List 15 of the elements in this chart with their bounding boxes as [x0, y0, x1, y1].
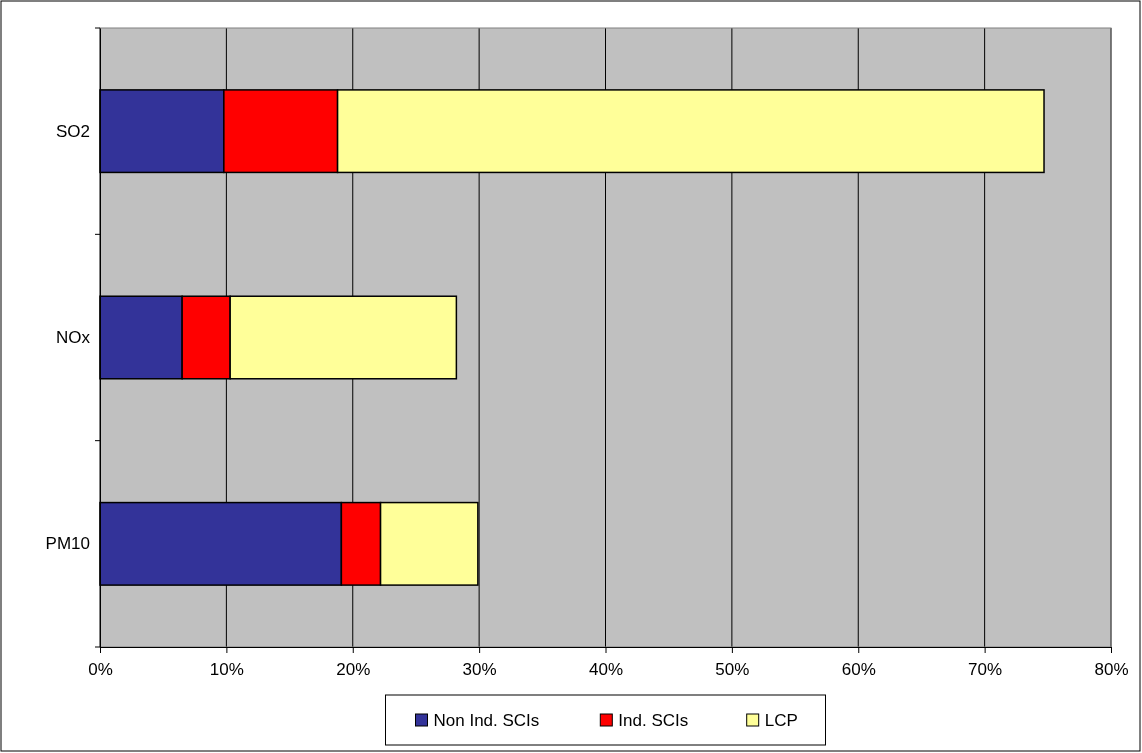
x-tick-label: 10% — [209, 660, 244, 680]
y-tick-label: PM10 — [45, 534, 90, 554]
x-tick-label: 0% — [88, 660, 113, 680]
x-tick-label: 70% — [968, 660, 1003, 680]
x-tick-label: 80% — [1094, 660, 1129, 680]
y-tick-label: NOx — [56, 327, 91, 347]
y-tick-label: SO2 — [55, 121, 90, 141]
x-tick-label: 20% — [336, 660, 371, 680]
x-tick-label: 60% — [841, 660, 876, 680]
x-tick-label: 50% — [715, 660, 750, 680]
x-tick-label: 40% — [588, 660, 624, 680]
legend-label: Ind. SCIs — [618, 711, 689, 730]
legend-label: LCP — [764, 711, 798, 730]
x-tick-label: 30% — [462, 660, 497, 680]
legend-label: Non Ind. SCIs — [433, 711, 540, 730]
